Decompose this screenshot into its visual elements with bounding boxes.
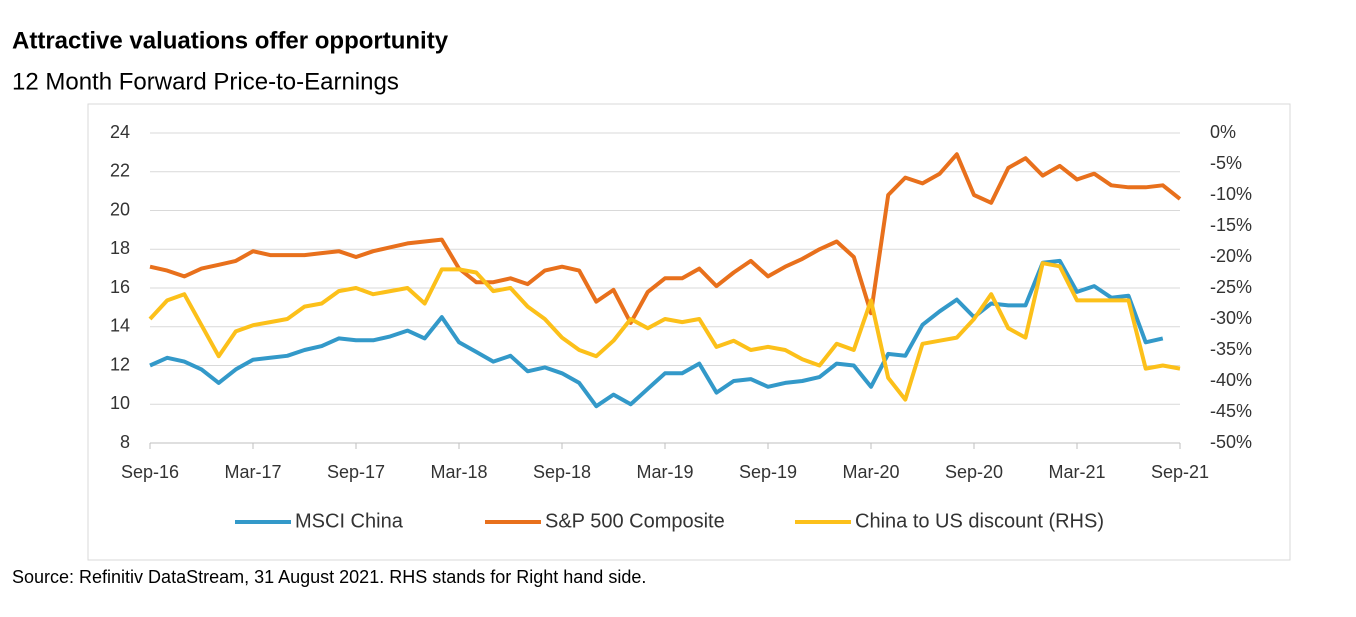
x-tick-label: Sep-19 — [739, 462, 797, 482]
y2-tick-label: -15% — [1210, 215, 1252, 235]
y-tick-label: 14 — [110, 316, 130, 336]
chart-subtitle: 12 Month Forward Price-to-Earnings — [12, 68, 399, 95]
y2-tick-label: -50% — [1210, 432, 1252, 452]
y2-tick-label: -25% — [1210, 277, 1252, 297]
y2-tick-label: -10% — [1210, 184, 1252, 204]
y-tick-label: 16 — [110, 277, 130, 297]
chart-frame — [87, 103, 1291, 561]
chart-title: Attractive valuations offer opportunity — [12, 27, 449, 54]
legend-label: China to US discount (RHS) — [855, 510, 1104, 532]
y2-tick-label: -5% — [1210, 153, 1242, 173]
y-tick-label: 18 — [110, 238, 130, 258]
y2-tick-label: -35% — [1210, 339, 1252, 359]
x-tick-label: Sep-21 — [1151, 462, 1209, 482]
y-tick-label: 10 — [110, 393, 130, 413]
y2-tick-label: -20% — [1210, 246, 1252, 266]
source-note: Source: Refinitiv DataStream, 31 August … — [12, 567, 646, 587]
x-tick-label: Sep-20 — [945, 462, 1003, 482]
y-tick-label: 12 — [110, 354, 130, 374]
x-tick-label: Sep-16 — [121, 462, 179, 482]
y-tick-label: 20 — [110, 199, 130, 219]
x-tick-label: Mar-18 — [430, 462, 487, 482]
y2-tick-label: -45% — [1210, 401, 1252, 421]
x-tick-label: Sep-17 — [327, 462, 385, 482]
y-tick-label: 8 — [120, 432, 130, 452]
series-line — [148, 261, 1181, 402]
x-tick-label: Mar-19 — [636, 462, 693, 482]
x-tick-label: Mar-20 — [842, 462, 899, 482]
y-tick-label: 22 — [110, 161, 130, 181]
x-tick-label: Mar-21 — [1048, 462, 1105, 482]
legend-label: MSCI China — [295, 510, 404, 532]
y-tick-label: 24 — [110, 122, 130, 142]
y2-tick-label: -30% — [1210, 308, 1252, 328]
x-tick-label: Sep-18 — [533, 462, 591, 482]
x-tick-label: Mar-17 — [224, 462, 281, 482]
y2-tick-label: -40% — [1210, 370, 1252, 390]
y2-tick-label: 0% — [1210, 122, 1236, 142]
legend-label: S&P 500 Composite — [545, 510, 725, 532]
series-line — [149, 152, 1182, 325]
